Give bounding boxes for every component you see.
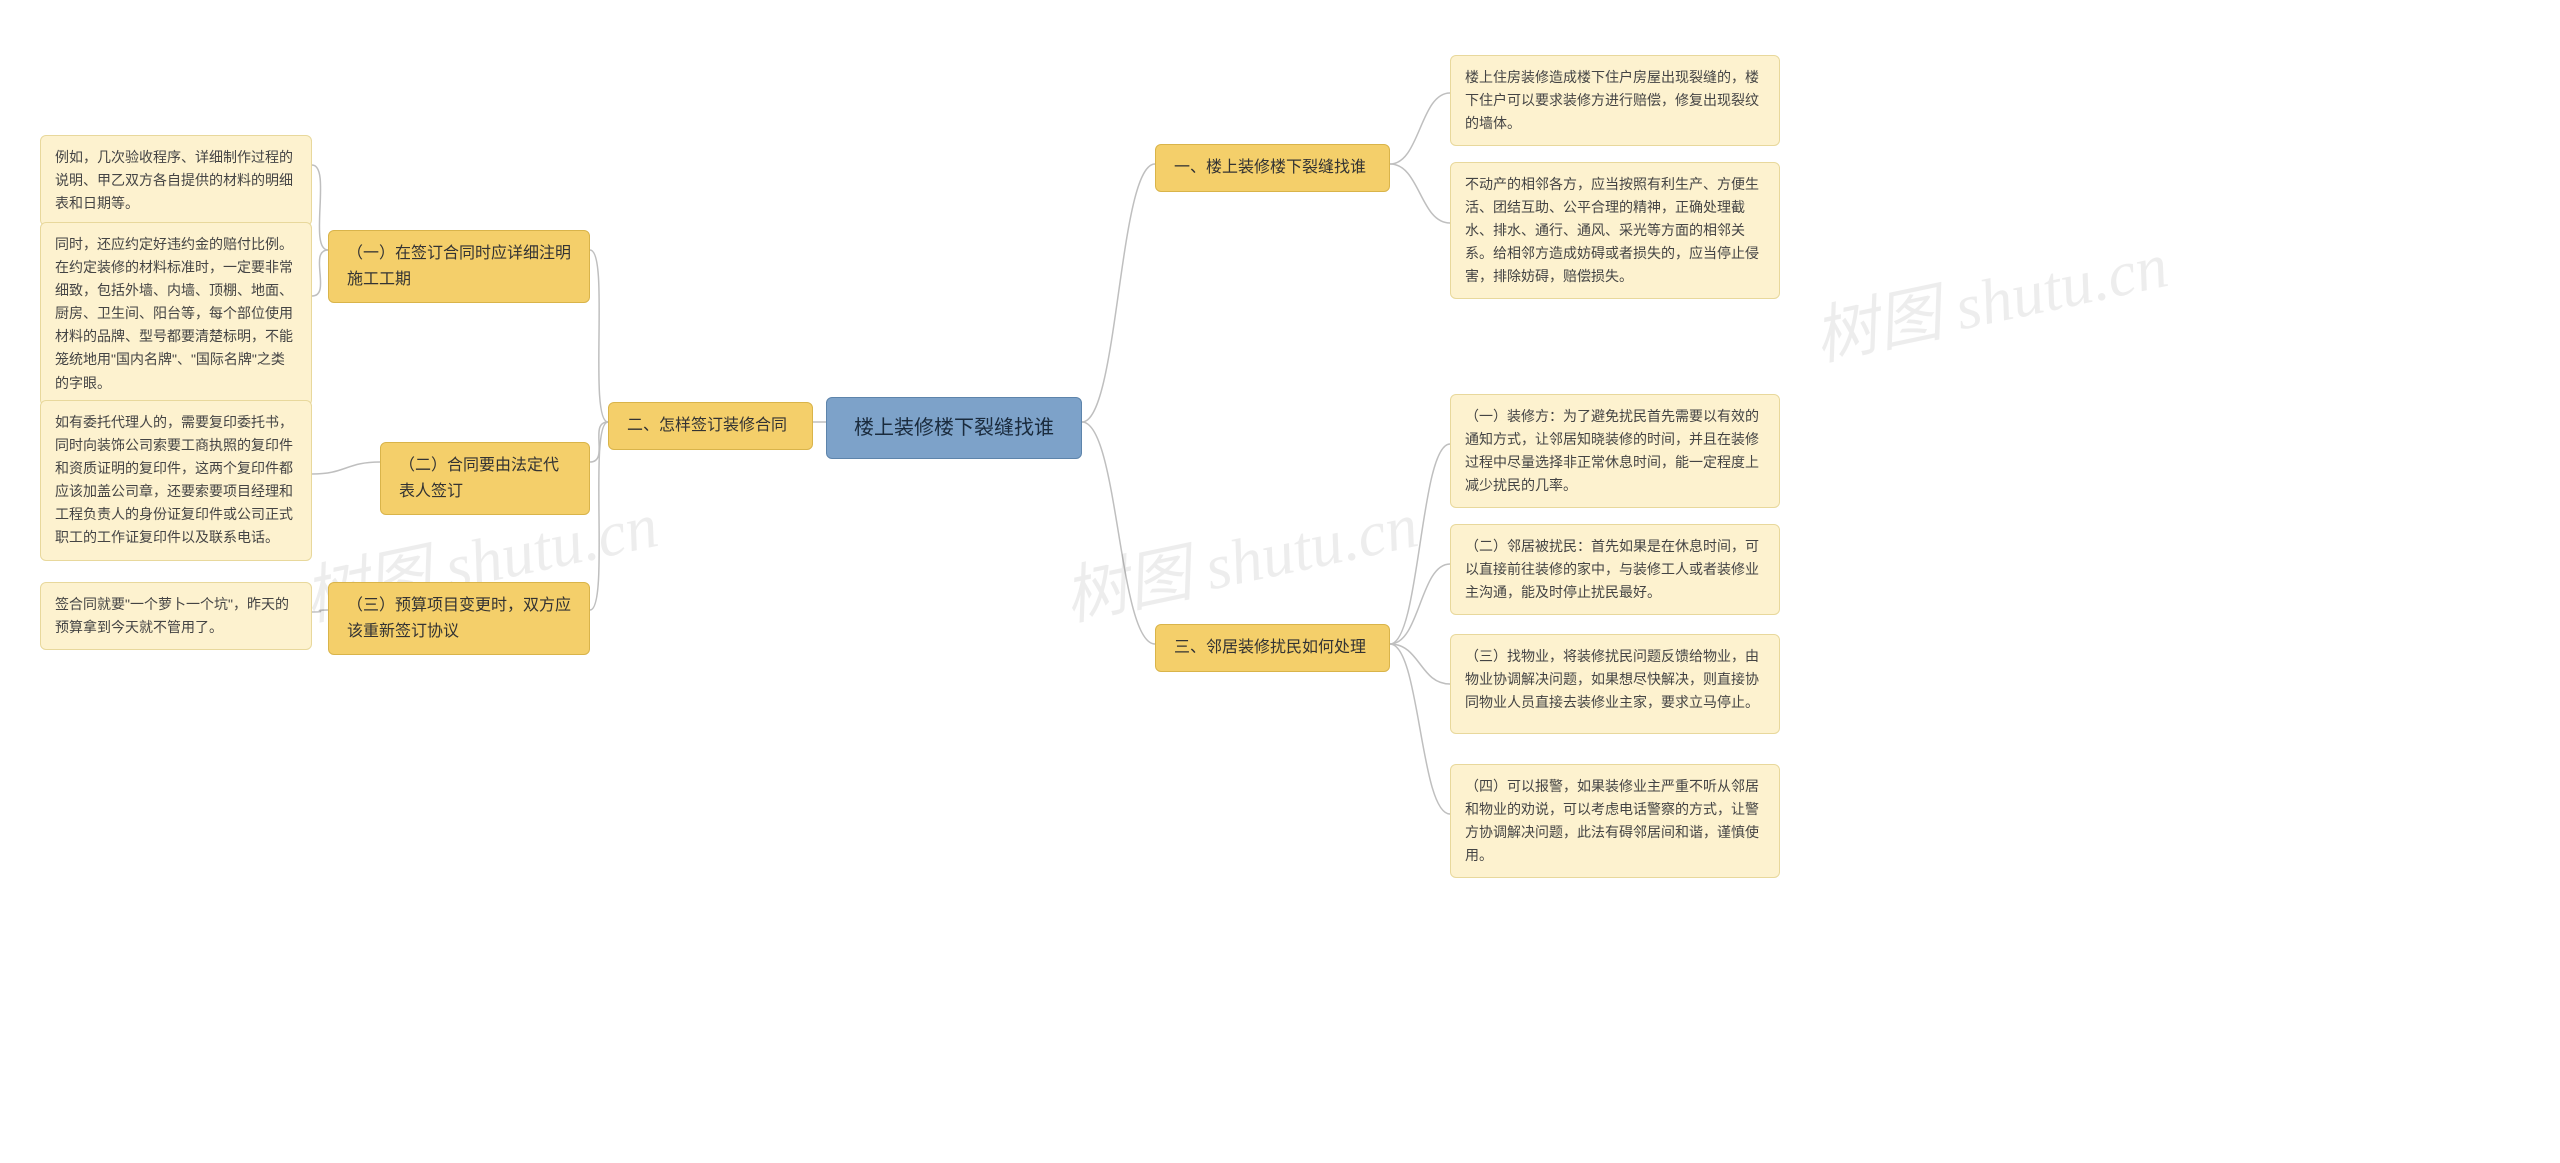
branch-l2b[interactable]: （二）合同要由法定代表人签订: [380, 442, 590, 515]
leaf-l2a2: 同时，还应约定好违约金的赔付比例。在约定装修的材料标准时，一定要非常细致，包括外…: [40, 222, 312, 406]
watermark-3: 树图 shutu.cn: [1804, 214, 2174, 379]
leaf-r3d: （四）可以报警，如果装修业主严重不听从邻居和物业的劝说，可以考虑电话警察的方式，…: [1450, 764, 1780, 878]
leaf-r3a: （一）装修方：为了避免扰民首先需要以有效的通知方式，让邻居知晓装修的时间，并且在…: [1450, 394, 1780, 508]
root-node[interactable]: 楼上装修楼下裂缝找谁: [826, 397, 1082, 459]
leaf-l2b1: 如有委托代理人的，需要复印委托书，同时向装饰公司索要工商执照的复印件和资质证明的…: [40, 400, 312, 561]
leaf-r3b: （二）邻居被扰民：首先如果是在休息时间，可以直接前往装修的家中，与装修工人或者装…: [1450, 524, 1780, 615]
branch-l2[interactable]: 二、怎样签订装修合同: [608, 402, 813, 450]
branch-l2c[interactable]: （三）预算项目变更时，双方应该重新签订协议: [328, 582, 590, 655]
branch-r3[interactable]: 三、邻居装修扰民如何处理: [1155, 624, 1390, 672]
leaf-l2a1: 例如，几次验收程序、详细制作过程的说明、甲乙双方各自提供的材料的明细表和日期等。: [40, 135, 312, 226]
branch-r1[interactable]: 一、楼上装修楼下裂缝找谁: [1155, 144, 1390, 192]
leaf-r1a: 楼上住房装修造成楼下住户房屋出现裂缝的，楼下住户可以要求装修方进行赔偿，修复出现…: [1450, 55, 1780, 146]
leaf-l2c1: 签合同就要"一个萝卜一个坑"，昨天的预算拿到今天就不管用了。: [40, 582, 312, 650]
leaf-r1b: 不动产的相邻各方，应当按照有利生产、方便生活、团结互助、公平合理的精神，正确处理…: [1450, 162, 1780, 299]
leaf-r3c: （三）找物业，将装修扰民问题反馈给物业，由物业协调解决问题，如果想尽快解决，则直…: [1450, 634, 1780, 734]
watermark-2: 树图 shutu.cn: [1054, 474, 1424, 639]
branch-l2a[interactable]: （一）在签订合同时应详细注明施工工期: [328, 230, 590, 303]
